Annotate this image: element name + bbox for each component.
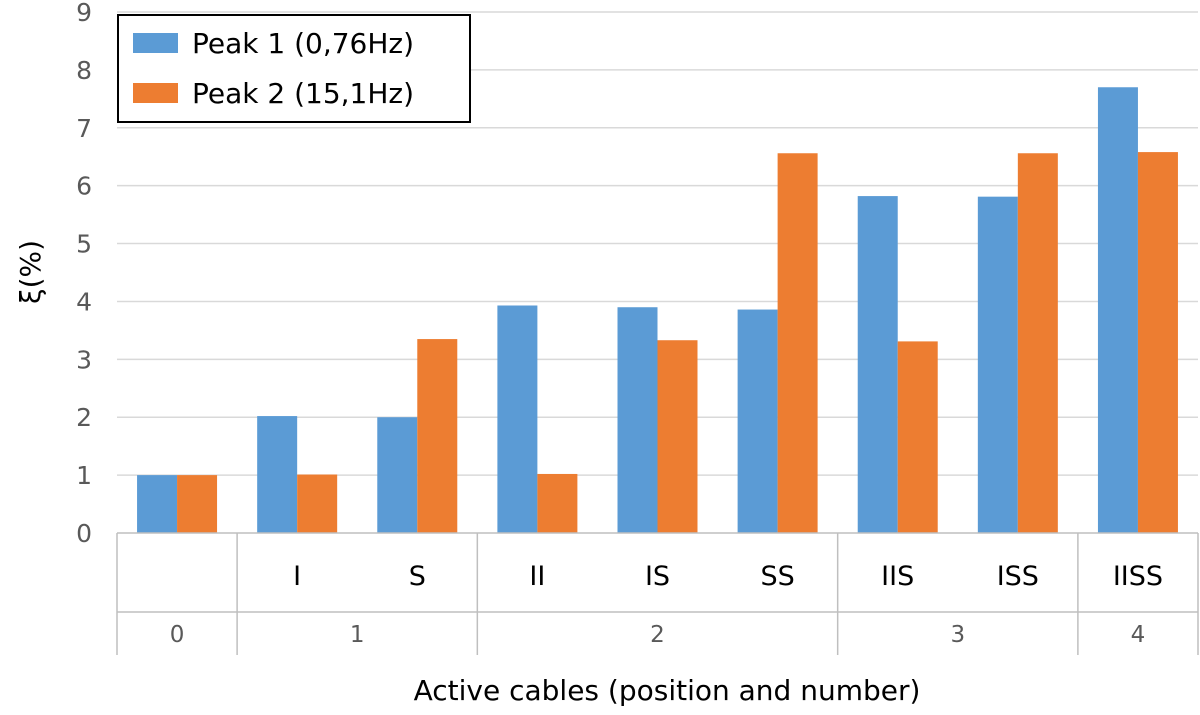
x-group-label: 2	[650, 622, 665, 648]
x-category-label: S	[409, 561, 426, 592]
legend-swatch-peak-2	[133, 83, 178, 103]
y-tick-label: 5	[76, 230, 92, 259]
y-tick-label: 6	[76, 172, 92, 201]
x-category-label: IS	[645, 561, 670, 592]
x-category-label: ISS	[997, 561, 1039, 592]
y-tick-label: 3	[76, 345, 92, 374]
y-tick-label: 4	[76, 287, 92, 316]
legend-label-peak-1: Peak 1 (0,76Hz)	[192, 27, 414, 60]
bar-series-1-II	[497, 305, 538, 533]
y-tick-label: 7	[76, 114, 92, 143]
bar-series-2-SS	[777, 153, 818, 533]
x-group-label: 4	[1131, 622, 1146, 648]
x-group-label: 0	[170, 622, 185, 648]
bar-series-1-IIS	[857, 196, 898, 533]
bars	[137, 87, 1178, 533]
bar-series-1-IISS	[1097, 87, 1138, 533]
bar-series-1-none	[137, 475, 178, 533]
x-group-label: 1	[350, 622, 365, 648]
x-category-label: SS	[760, 561, 794, 592]
bar-series-1-I	[257, 416, 298, 533]
bar-series-1-IS	[617, 307, 658, 533]
bar-series-1-S	[377, 417, 418, 533]
legend: Peak 1 (0,76Hz) Peak 2 (15,1Hz)	[117, 14, 471, 123]
x-category-label: II	[529, 561, 545, 592]
legend-swatch-peak-1	[133, 33, 178, 53]
y-tick-label: 8	[76, 56, 92, 85]
y-tick-label: 9	[76, 0, 92, 27]
bar-series-2-II	[537, 473, 578, 533]
bar-series-2-S	[417, 339, 458, 533]
legend-label-peak-2: Peak 2 (15,1Hz)	[192, 77, 414, 110]
bar-series-2-IS	[657, 340, 698, 533]
y-tick-label: 1	[76, 461, 92, 490]
bar-series-1-SS	[737, 309, 778, 533]
legend-box	[117, 14, 471, 123]
bar-series-2-none	[177, 475, 218, 533]
x-category-label: I	[293, 561, 301, 592]
x-group-label: 3	[950, 622, 965, 648]
x-category-label: IIS	[881, 561, 914, 592]
y-tick-label: 0	[76, 519, 92, 548]
bar-series-2-IIS	[897, 341, 938, 533]
y-axis-title: ξ(%)	[14, 240, 47, 304]
bar-series-2-I	[297, 474, 338, 533]
bar-series-1-ISS	[977, 196, 1018, 533]
x-category-label: IISS	[1113, 561, 1163, 592]
y-tick-label: 2	[76, 403, 92, 432]
x-axis-title: Active cables (position and number)	[414, 674, 921, 707]
bar-series-2-ISS	[1017, 153, 1058, 533]
bar-series-2-IISS	[1137, 152, 1178, 533]
